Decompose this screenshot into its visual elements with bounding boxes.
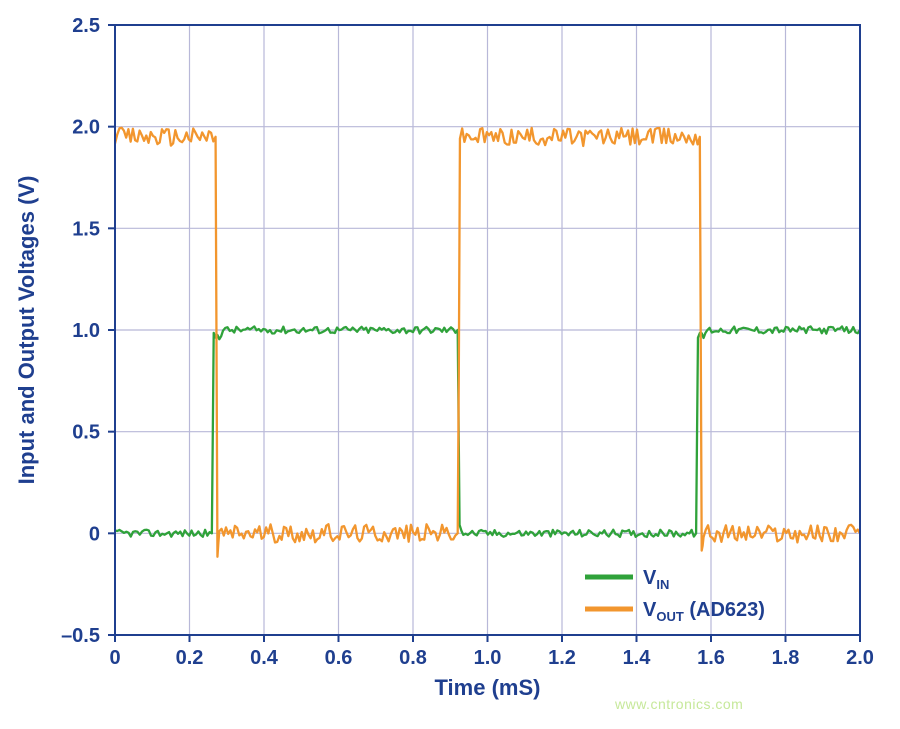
svg-text:2.0: 2.0 — [846, 647, 874, 669]
chart-svg: 0 0.2 0.4 0.6 0.8 1.0 1.2 1.4 1.6 1.8 2.0 –0.5 0 0.5 1… — [0, 0, 900, 724]
svg-text:1.0: 1.0 — [72, 320, 100, 342]
svg-text:0.8: 0.8 — [399, 647, 427, 669]
svg-text:Time (mS): Time (mS) — [435, 675, 541, 700]
svg-text:0.4: 0.4 — [250, 647, 279, 669]
svg-text:1.6: 1.6 — [697, 647, 725, 669]
svg-text:1.2: 1.2 — [548, 647, 576, 669]
svg-text:0.5: 0.5 — [72, 422, 100, 444]
svg-text:0.6: 0.6 — [325, 647, 353, 669]
svg-text:1.0: 1.0 — [474, 647, 502, 669]
svg-text:1.8: 1.8 — [772, 647, 800, 669]
svg-text:1.4: 1.4 — [623, 647, 652, 669]
svg-text:0.2: 0.2 — [176, 647, 204, 669]
svg-text:–0.5: –0.5 — [61, 625, 100, 647]
svg-text:2.0: 2.0 — [72, 117, 100, 139]
oscilloscope-chart: 0 0.2 0.4 0.6 0.8 1.0 1.2 1.4 1.6 1.8 2.0 –0.5 0 0.5 1… — [0, 0, 900, 724]
svg-text:0: 0 — [109, 647, 120, 669]
watermark-text: www.cntronics.com — [615, 696, 743, 712]
svg-text:1.5: 1.5 — [72, 218, 100, 240]
svg-text:2.5: 2.5 — [72, 15, 100, 37]
svg-text:Input and Output Voltages (V): Input and Output Voltages (V) — [14, 176, 39, 485]
svg-text:0: 0 — [89, 523, 100, 545]
